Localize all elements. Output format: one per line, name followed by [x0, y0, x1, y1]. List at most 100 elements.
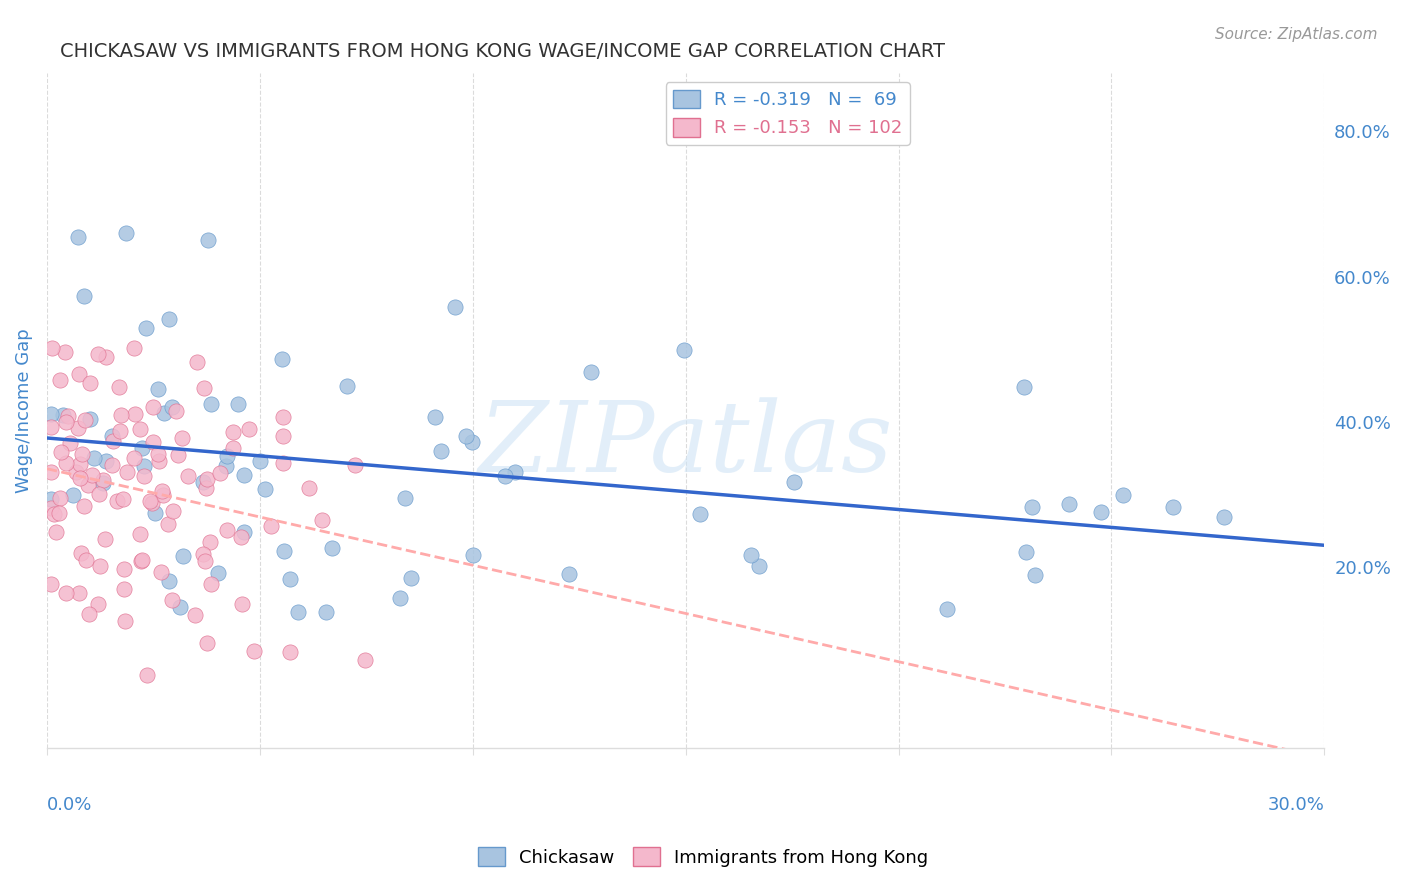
Point	[238, 422, 260, 436]
Text: ZIPatlas: ZIPatlas	[478, 397, 893, 492]
Point	[55, 456, 77, 470]
Point	[41, 341, 63, 355]
Point	[461, 549, 484, 563]
Point	[124, 408, 146, 422]
Point	[73, 413, 96, 427]
Point	[167, 449, 190, 463]
Point	[162, 400, 184, 414]
Point	[67, 420, 90, 434]
Point	[170, 431, 193, 445]
Point	[423, 410, 446, 425]
Point	[146, 446, 169, 460]
Point	[101, 429, 124, 443]
Point	[110, 424, 132, 438]
Point	[1021, 500, 1043, 514]
Point	[1112, 488, 1135, 502]
Point	[156, 516, 179, 531]
Point	[101, 434, 124, 448]
Point	[399, 571, 422, 585]
Point	[456, 429, 478, 443]
Point	[110, 408, 132, 422]
Point	[298, 481, 321, 495]
Point	[748, 559, 770, 574]
Text: 30.0%: 30.0%	[1268, 796, 1324, 814]
Point	[782, 475, 804, 489]
Point	[115, 465, 138, 479]
Point	[39, 501, 62, 516]
Point	[1090, 505, 1112, 519]
Point	[222, 442, 245, 456]
Point	[271, 409, 294, 424]
Point	[217, 449, 239, 463]
Point	[150, 566, 173, 580]
Point	[56, 409, 79, 423]
Point	[94, 351, 117, 365]
Point	[232, 525, 254, 540]
Point	[148, 382, 170, 396]
Point	[157, 574, 180, 589]
Legend: Chickasaw, Immigrants from Hong Kong: Chickasaw, Immigrants from Hong Kong	[471, 840, 935, 874]
Point	[394, 491, 416, 505]
Point	[673, 343, 696, 358]
Point	[278, 645, 301, 659]
Point	[311, 513, 333, 527]
Point	[52, 408, 75, 422]
Point	[39, 492, 62, 507]
Point	[271, 351, 294, 366]
Point	[76, 552, 98, 566]
Point	[315, 606, 337, 620]
Point	[935, 601, 957, 615]
Point	[76, 478, 98, 492]
Point	[91, 473, 114, 487]
Point	[49, 373, 72, 387]
Point	[91, 476, 114, 491]
Point	[53, 344, 76, 359]
Point	[1012, 380, 1035, 394]
Point	[194, 554, 217, 568]
Point	[79, 412, 101, 426]
Point	[132, 469, 155, 483]
Point	[122, 451, 145, 466]
Point	[165, 403, 187, 417]
Point	[160, 593, 183, 607]
Point	[336, 379, 359, 393]
Point	[135, 320, 157, 334]
Point	[128, 526, 150, 541]
Point	[112, 582, 135, 596]
Point	[69, 457, 91, 471]
Point	[152, 488, 174, 502]
Point	[443, 301, 465, 315]
Point	[177, 469, 200, 483]
Point	[430, 444, 453, 458]
Point	[87, 487, 110, 501]
Point	[39, 419, 62, 434]
Point	[62, 488, 84, 502]
Point	[142, 434, 165, 449]
Point	[209, 467, 232, 481]
Point	[48, 506, 70, 520]
Point	[114, 615, 136, 629]
Point	[67, 229, 90, 244]
Point	[172, 549, 194, 563]
Point	[243, 644, 266, 658]
Point	[44, 508, 66, 522]
Point	[112, 562, 135, 576]
Point	[1161, 500, 1184, 515]
Point	[195, 636, 218, 650]
Point	[128, 421, 150, 435]
Point	[215, 458, 238, 473]
Point	[69, 471, 91, 485]
Point	[494, 469, 516, 483]
Point	[105, 494, 128, 508]
Point	[111, 491, 134, 506]
Point	[55, 415, 77, 429]
Point	[83, 450, 105, 465]
Point	[135, 668, 157, 682]
Point	[69, 367, 91, 381]
Point	[67, 586, 90, 600]
Point	[55, 586, 77, 600]
Text: 0.0%: 0.0%	[46, 796, 93, 814]
Point	[207, 566, 229, 580]
Point	[740, 549, 762, 563]
Point	[280, 573, 302, 587]
